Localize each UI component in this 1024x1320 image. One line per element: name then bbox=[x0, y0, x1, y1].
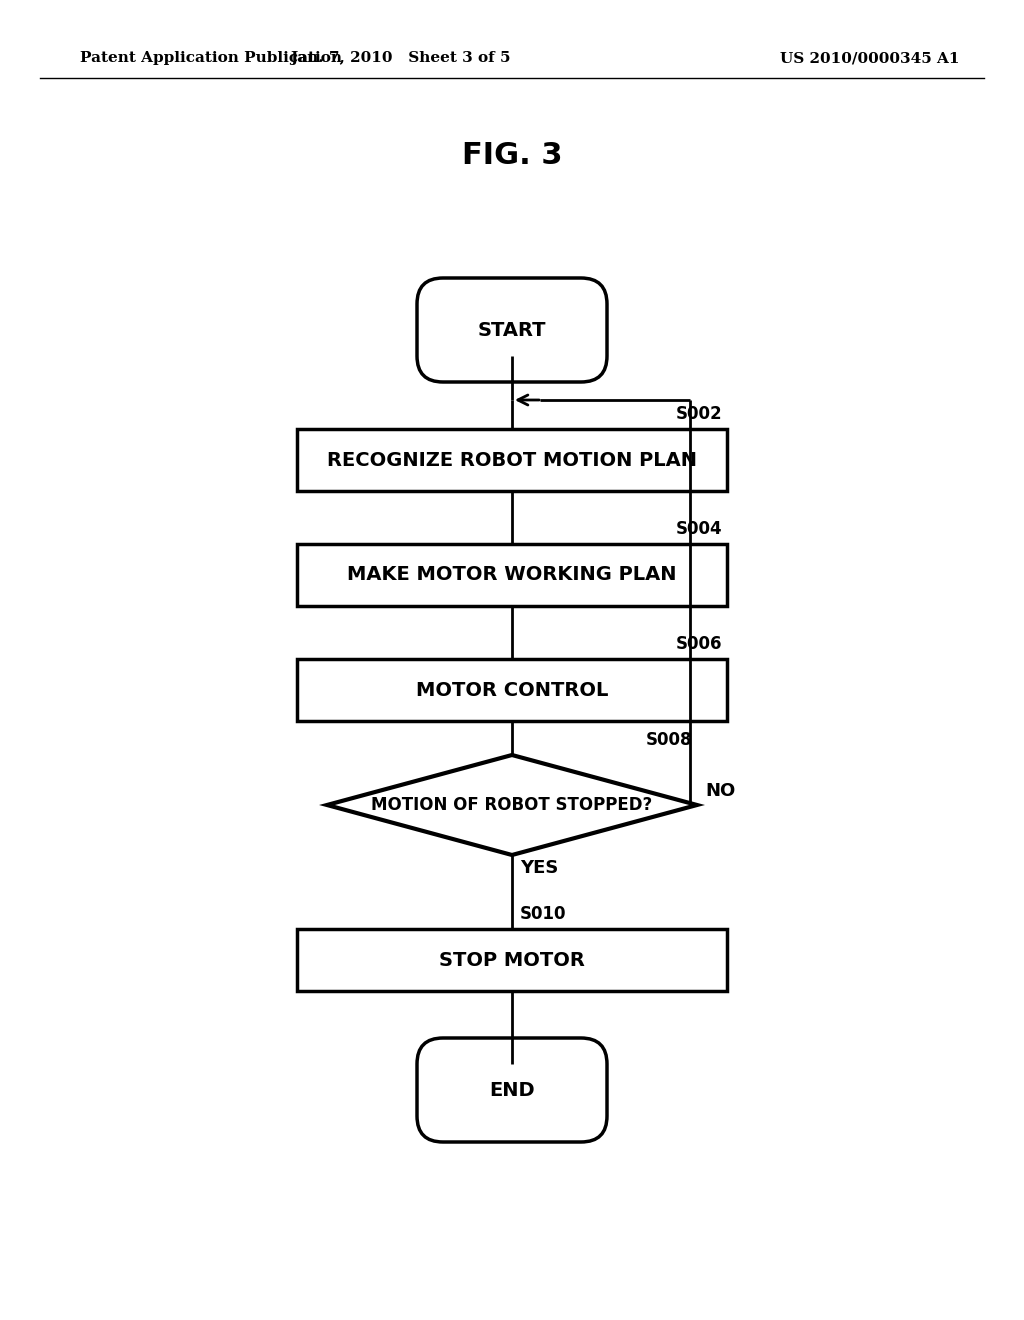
Text: US 2010/0000345 A1: US 2010/0000345 A1 bbox=[780, 51, 959, 65]
Text: S004: S004 bbox=[676, 520, 722, 539]
Text: NO: NO bbox=[705, 781, 735, 800]
Bar bbox=[297, 659, 727, 721]
Text: STOP MOTOR: STOP MOTOR bbox=[439, 950, 585, 969]
Text: YES: YES bbox=[520, 859, 558, 876]
FancyBboxPatch shape bbox=[417, 279, 607, 381]
Text: S002: S002 bbox=[676, 405, 722, 422]
Text: RECOGNIZE ROBOT MOTION PLAN: RECOGNIZE ROBOT MOTION PLAN bbox=[327, 450, 697, 470]
Text: S010: S010 bbox=[520, 906, 566, 923]
Text: S008: S008 bbox=[645, 731, 692, 748]
Text: Jan. 7, 2010   Sheet 3 of 5: Jan. 7, 2010 Sheet 3 of 5 bbox=[290, 51, 510, 65]
Bar bbox=[297, 544, 727, 606]
Polygon shape bbox=[327, 755, 697, 855]
Text: START: START bbox=[478, 321, 546, 339]
Bar bbox=[297, 929, 727, 991]
Text: MAKE MOTOR WORKING PLAN: MAKE MOTOR WORKING PLAN bbox=[347, 565, 677, 585]
Text: MOTION OF ROBOT STOPPED?: MOTION OF ROBOT STOPPED? bbox=[372, 796, 652, 814]
Text: END: END bbox=[489, 1081, 535, 1100]
Bar bbox=[297, 429, 727, 491]
Text: FIG. 3: FIG. 3 bbox=[462, 140, 562, 169]
Text: MOTOR CONTROL: MOTOR CONTROL bbox=[416, 681, 608, 700]
Text: Patent Application Publication: Patent Application Publication bbox=[80, 51, 342, 65]
FancyBboxPatch shape bbox=[417, 1038, 607, 1142]
Text: S006: S006 bbox=[676, 635, 722, 653]
